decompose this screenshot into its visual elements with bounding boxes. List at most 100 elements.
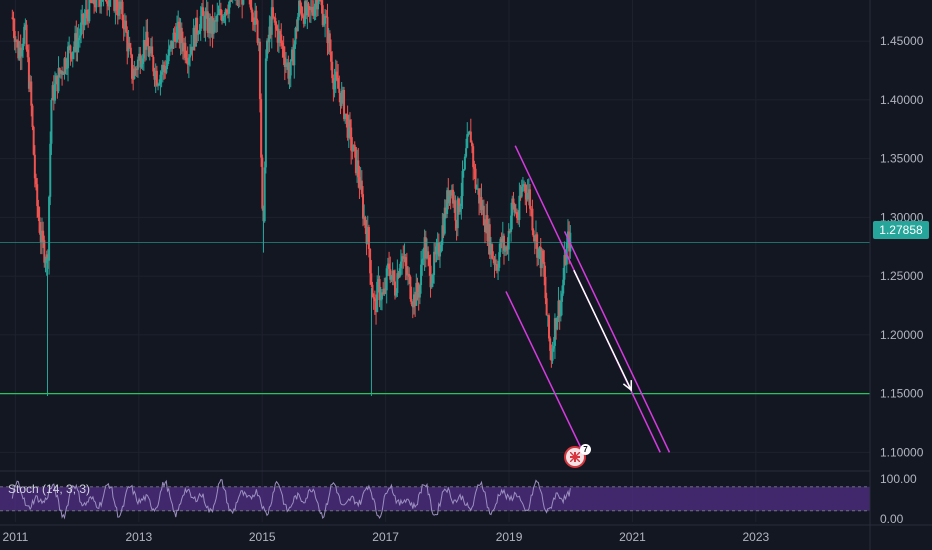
candle-body (524, 184, 527, 193)
candle-body (542, 250, 545, 263)
candle-body (69, 45, 72, 54)
candle-body (324, 15, 327, 24)
candle-body (142, 40, 145, 59)
candle-body (469, 131, 472, 143)
candle-body (492, 258, 495, 260)
candle-body (532, 230, 535, 238)
candle-body (384, 288, 387, 291)
candle-body (367, 227, 370, 249)
candle-body (401, 256, 404, 262)
candle-body (249, 0, 252, 8)
candle-body (167, 49, 170, 62)
candle-body (298, 0, 301, 17)
candle-body (327, 33, 330, 44)
candle-body (435, 246, 438, 255)
candle-body (108, 0, 111, 7)
candle-body (203, 15, 206, 31)
candle-body (274, 17, 277, 26)
stochastic-indicator-label[interactable]: Stoch (14, 3, 3) (8, 482, 91, 496)
candle-body (546, 315, 549, 317)
candle-body (519, 195, 522, 197)
candle-body (505, 246, 508, 251)
candle-body (343, 90, 346, 120)
candle-body (173, 32, 176, 35)
candle-body (117, 1, 120, 16)
candle-body (174, 34, 177, 42)
candle-body (27, 57, 30, 89)
candle-body (115, 0, 118, 11)
candle-body (415, 282, 418, 306)
candle-body (39, 232, 42, 243)
candle-body (328, 33, 331, 52)
candle-body (222, 16, 225, 22)
candle-body (470, 142, 473, 147)
stochastic-tick-label: 100.00 (880, 472, 917, 486)
candle-body (61, 70, 64, 75)
candle-body (72, 46, 75, 52)
uk-flag-icon[interactable] (564, 446, 586, 468)
candle-body (292, 49, 295, 66)
candle-body (46, 254, 49, 261)
candle-body (164, 68, 167, 73)
candle-body (354, 147, 357, 174)
candle-body (127, 43, 130, 52)
candle-body (498, 252, 501, 268)
candle-body (448, 190, 451, 204)
candle-body (205, 11, 208, 16)
candle-body (122, 20, 125, 30)
candle-body (504, 250, 507, 252)
candle-body (491, 244, 494, 259)
candle-body (181, 42, 184, 52)
candle-body (513, 204, 516, 213)
candle-body (300, 5, 303, 16)
candle-body (482, 205, 485, 226)
candle-body (397, 273, 400, 278)
candle-body (35, 178, 38, 185)
candle-body (84, 9, 87, 19)
candle-body (382, 292, 385, 295)
candle-body (44, 262, 47, 264)
candle-body (104, 0, 107, 2)
candle-body (83, 18, 86, 25)
candle-body (563, 255, 566, 280)
candle-body (487, 224, 490, 242)
candle-body (351, 150, 354, 152)
candle-body (132, 78, 135, 80)
candle-body (334, 71, 337, 81)
candle-body (211, 16, 214, 34)
price-tick-label: 1.15000 (880, 387, 924, 401)
candle-body (123, 20, 126, 30)
candle-body (434, 251, 437, 255)
candle-body (347, 119, 350, 138)
candle-body (33, 154, 36, 179)
candle-body (337, 77, 340, 89)
candle-body (78, 35, 81, 38)
candle-body (51, 85, 54, 100)
candle-body (293, 44, 296, 66)
candle-body (414, 294, 417, 306)
price-tick-label: 1.25000 (880, 269, 924, 283)
candle-body (215, 20, 218, 22)
candle-body (530, 208, 533, 210)
candle-body (107, 3, 110, 7)
candle-body (443, 207, 446, 234)
candle-body (62, 73, 65, 75)
candle-body (289, 59, 292, 76)
candle-body (255, 10, 258, 21)
projection-arrow-shaft (573, 269, 632, 391)
candle-body (228, 1, 231, 14)
candle-body (149, 46, 152, 52)
candle-body (13, 31, 16, 43)
candle-body (510, 215, 513, 232)
candle-body (23, 26, 26, 44)
candle-body (151, 46, 154, 57)
candle-body (286, 62, 289, 64)
stochastic-tick-label: 0.00 (880, 512, 904, 526)
candle-body (75, 33, 78, 52)
candle-body (172, 32, 175, 49)
candle-body (242, 0, 245, 5)
candle-body (333, 80, 336, 90)
channel-lower-line (505, 291, 584, 453)
candle-body (192, 27, 195, 51)
